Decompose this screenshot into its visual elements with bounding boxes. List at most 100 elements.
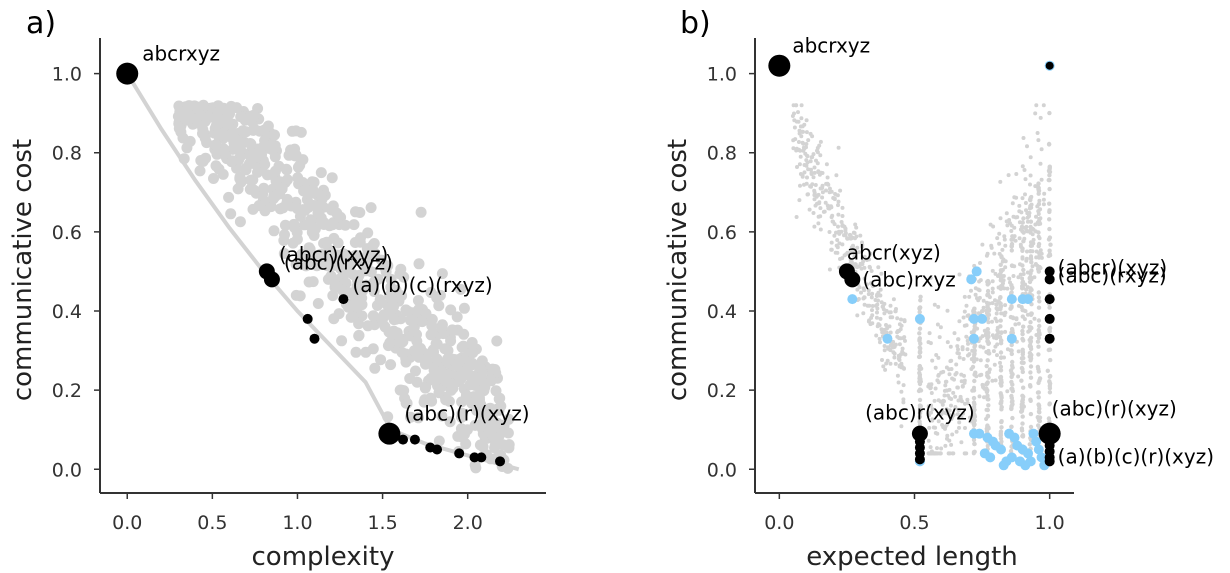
blue-point — [1009, 432, 1020, 443]
background-point — [918, 379, 923, 384]
background-point — [281, 164, 293, 176]
background-point — [1034, 249, 1039, 254]
background-point — [433, 435, 445, 447]
highlighted-point — [338, 294, 349, 305]
background-point — [1026, 214, 1031, 219]
background-point — [304, 220, 316, 232]
background-point — [964, 303, 969, 308]
background-point — [1029, 240, 1033, 245]
background-point — [959, 440, 964, 445]
background-point — [816, 221, 821, 226]
background-point — [985, 331, 990, 337]
background-point — [1011, 274, 1016, 278]
background-point — [374, 294, 386, 306]
background-point — [935, 446, 939, 451]
background-point — [875, 302, 880, 307]
background-point — [934, 353, 939, 357]
background-point — [214, 128, 225, 140]
background-point — [818, 206, 823, 211]
background-point — [1028, 274, 1033, 280]
background-point — [977, 279, 982, 284]
background-point — [894, 307, 898, 311]
background-point — [936, 304, 941, 309]
background-point — [917, 326, 923, 331]
background-point — [416, 315, 428, 327]
blue-point — [966, 274, 977, 285]
background-point — [1036, 202, 1042, 207]
point-annotation: (abc)rxyz — [862, 267, 955, 291]
background-point — [372, 273, 384, 285]
background-point — [995, 236, 1000, 241]
background-point — [848, 233, 853, 238]
highlighted-point — [476, 452, 487, 463]
background-point — [888, 361, 893, 366]
blue-point — [1023, 448, 1034, 459]
background-point — [396, 346, 408, 358]
background-point — [1020, 276, 1025, 281]
background-point — [867, 303, 872, 308]
background-point — [965, 397, 970, 402]
background-point — [952, 331, 957, 336]
background-point — [1009, 374, 1014, 379]
blue-point — [1031, 436, 1042, 447]
background-point — [999, 330, 1004, 335]
background-point — [410, 365, 421, 377]
background-point — [855, 313, 860, 318]
background-point — [405, 411, 416, 423]
blue-point — [968, 313, 979, 324]
background-point — [973, 286, 978, 291]
highlighted-point — [1038, 422, 1061, 445]
background-point — [985, 424, 990, 429]
background-point — [809, 155, 814, 160]
background-point — [1035, 339, 1041, 344]
background-point — [262, 120, 274, 132]
blue-point — [996, 444, 1007, 455]
background-point — [812, 190, 817, 195]
background-point — [1004, 219, 1009, 224]
background-point — [927, 451, 932, 456]
background-point — [1021, 230, 1026, 235]
background-point — [985, 443, 990, 448]
highlighted-point — [1044, 294, 1055, 305]
background-point — [1023, 177, 1028, 182]
background-point — [384, 305, 396, 317]
background-point — [957, 425, 961, 430]
background-point — [256, 149, 267, 161]
background-point — [956, 337, 961, 342]
background-point — [930, 358, 935, 363]
background-point — [1021, 239, 1026, 244]
background-point — [1021, 385, 1026, 390]
background-point — [1009, 403, 1014, 409]
background-point — [917, 336, 922, 341]
background-point — [1009, 244, 1014, 249]
background-point — [961, 411, 966, 416]
background-point — [1037, 418, 1043, 424]
background-point — [1028, 256, 1034, 262]
background-point — [874, 315, 879, 320]
background-point — [990, 279, 995, 284]
background-point — [303, 276, 315, 288]
background-point — [1025, 144, 1029, 149]
background-point — [948, 344, 953, 349]
background-point — [1028, 370, 1033, 375]
background-point — [990, 378, 995, 383]
y-tick-label: 0.2 — [52, 380, 82, 402]
background-point — [855, 245, 860, 250]
background-point — [882, 344, 887, 348]
background-point — [962, 451, 967, 456]
background-point — [981, 298, 986, 303]
background-point — [832, 233, 837, 238]
background-point — [927, 425, 932, 430]
background-point — [990, 290, 995, 295]
background-point — [972, 441, 977, 447]
background-point — [1036, 352, 1041, 357]
background-point — [999, 254, 1004, 259]
background-point — [1027, 324, 1032, 330]
background-point — [803, 151, 808, 156]
background-point — [326, 172, 338, 184]
background-point — [971, 450, 977, 455]
background-point — [946, 393, 950, 398]
background-point — [1020, 433, 1026, 438]
background-point — [928, 275, 933, 280]
background-point — [820, 195, 825, 200]
